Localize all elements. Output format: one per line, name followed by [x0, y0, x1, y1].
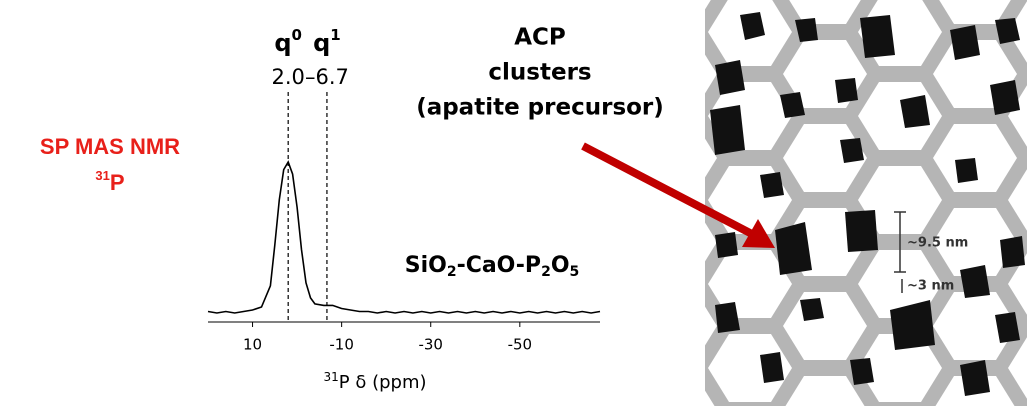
label-line: clusters [488, 60, 591, 86]
peak-shift: 2.0 [271, 65, 304, 89]
cluster [900, 95, 930, 128]
x-tick-label: -30 [418, 336, 443, 354]
cluster [715, 232, 738, 258]
formula-part: O [551, 253, 570, 278]
formula-part: -CaO-P [457, 253, 542, 278]
formula-part: SiO [405, 253, 447, 278]
dimension-label: ~3 nm [907, 279, 954, 294]
composition: SiO2-CaO-P2O5 [405, 253, 580, 280]
cluster [835, 78, 858, 103]
cluster [840, 138, 864, 163]
superscript: 0 [292, 26, 302, 44]
clusters [710, 12, 1025, 396]
nucleus: P [110, 170, 125, 195]
cluster [760, 352, 784, 383]
cluster [950, 25, 980, 60]
cluster [995, 312, 1020, 343]
cluster [715, 60, 745, 95]
arrow-shaft [581, 142, 754, 238]
superscript: 31 [95, 168, 109, 183]
porous-schematic: ~9.5 nm ~3 nm [705, 0, 1027, 406]
cluster [710, 105, 745, 155]
cluster [845, 210, 878, 252]
peak-shift: –6.7 [305, 65, 349, 89]
x-tick-label: -10 [329, 336, 354, 354]
cluster [955, 158, 978, 183]
cluster [990, 80, 1020, 115]
subscript: 2 [447, 264, 457, 280]
cluster [850, 358, 874, 385]
peak-label: q0 [274, 26, 302, 58]
pointer-arrow [581, 142, 775, 248]
spectrum [207, 160, 601, 314]
cluster [800, 298, 824, 321]
superscript: 31 [323, 370, 338, 384]
subscript: 5 [570, 264, 580, 280]
axis-text: P δ (ppm) [339, 372, 427, 393]
dimension-arrows [894, 211, 906, 293]
label-line: ACP [514, 25, 566, 51]
cluster [1000, 236, 1025, 268]
cluster [960, 265, 990, 298]
arrow-head [742, 219, 775, 248]
cluster [860, 15, 895, 58]
chart-title: SP MAS NMR [40, 134, 180, 159]
cluster [715, 302, 740, 333]
cluster [760, 172, 784, 198]
x-tick-label: -50 [508, 336, 533, 354]
cluster [995, 18, 1020, 44]
cluster [890, 300, 935, 350]
cluster [795, 18, 818, 42]
superscript: 1 [330, 26, 340, 44]
x-axis-label: 31P δ (ppm) [323, 370, 426, 394]
peak-name: q [274, 29, 291, 57]
peak-label: q1 [313, 26, 341, 58]
x-tick-label: 10 [243, 336, 262, 354]
nucleus-label: 31P [95, 168, 124, 194]
cluster [780, 92, 805, 118]
cluster [960, 360, 990, 396]
peak-name: q [313, 29, 330, 57]
dimension-label: ~9.5 nm [907, 236, 968, 251]
subscript: 2 [541, 264, 551, 280]
cluster [775, 222, 812, 275]
honeycomb [705, 0, 1027, 406]
label-line: (apatite precursor) [416, 95, 664, 121]
cluster [740, 12, 765, 40]
